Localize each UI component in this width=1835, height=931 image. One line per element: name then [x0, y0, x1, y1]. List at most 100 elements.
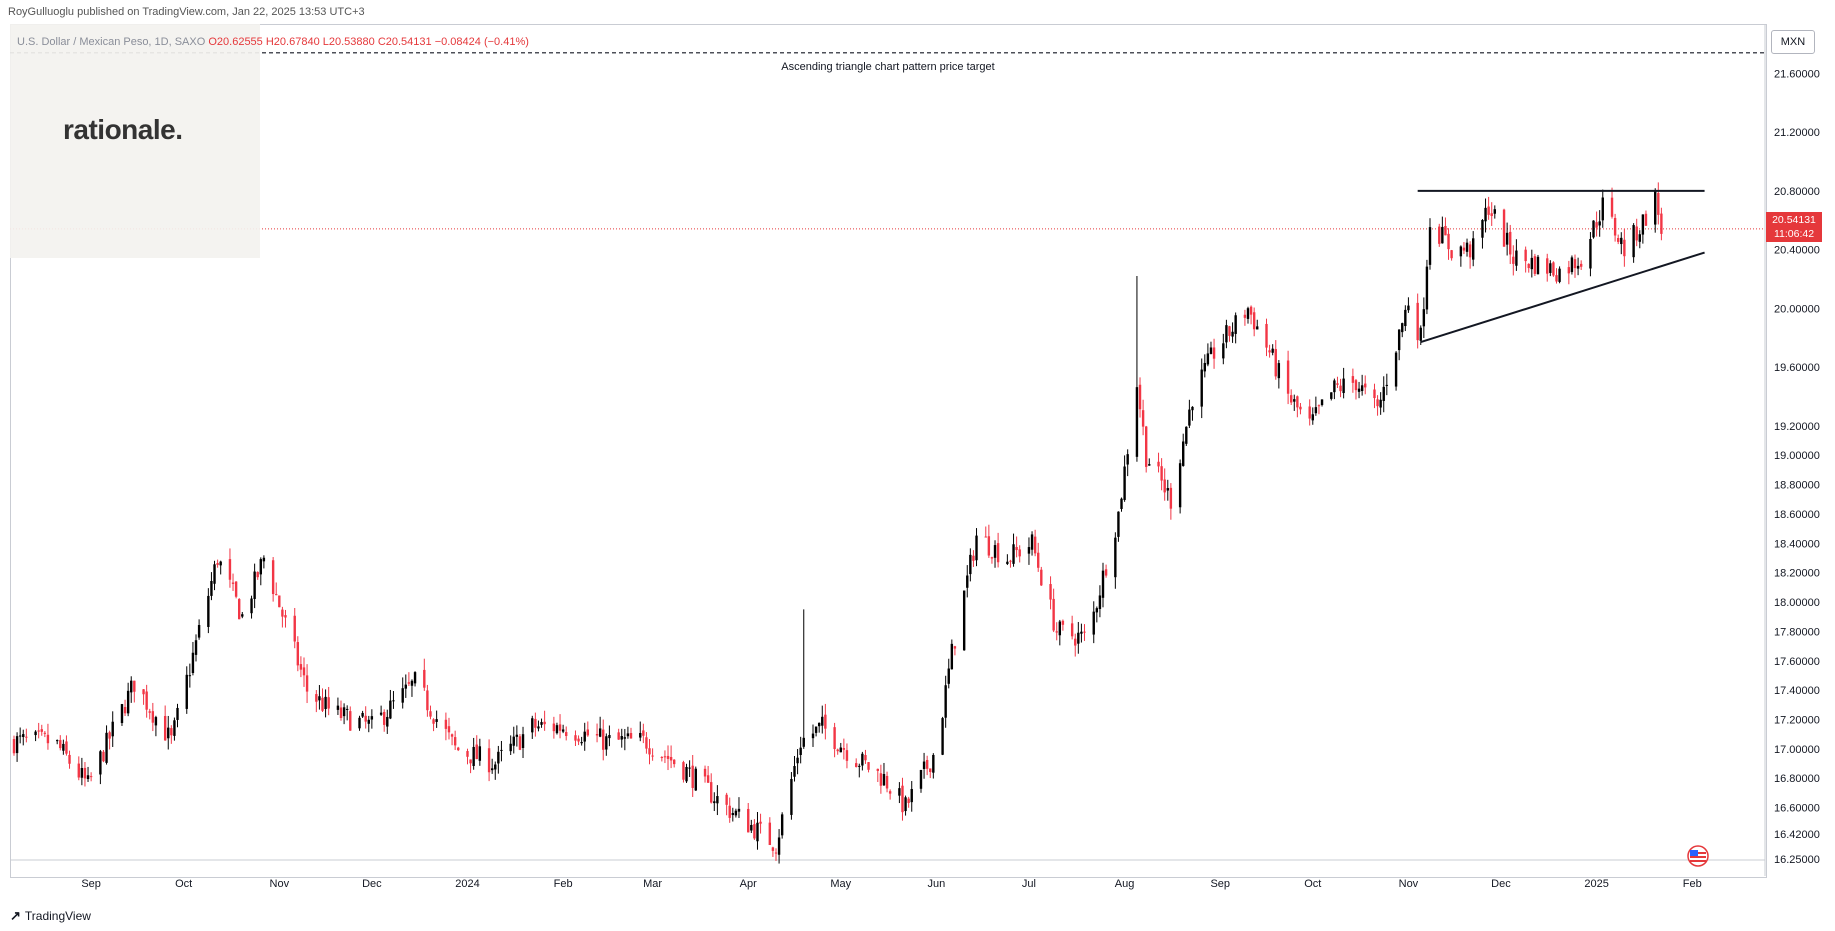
price-tick-label: 17.00000	[1774, 744, 1820, 756]
candle	[922, 752, 926, 779]
candle	[1638, 230, 1641, 249]
candle	[1428, 218, 1432, 270]
candle-body	[1644, 213, 1648, 226]
flag-icon[interactable]	[1686, 845, 1712, 867]
currency-button[interactable]: MXN	[1771, 30, 1815, 54]
candle-body	[1296, 396, 1299, 408]
candle-body	[1592, 220, 1595, 238]
candle	[12, 735, 16, 756]
candle-body	[450, 734, 454, 737]
candle	[133, 680, 136, 703]
candle	[342, 703, 346, 725]
candle-body	[1203, 362, 1207, 372]
candle	[194, 634, 198, 662]
candle-body	[1144, 426, 1148, 467]
candle	[40, 724, 43, 736]
candle	[472, 737, 475, 770]
candle	[1274, 340, 1277, 380]
candle	[228, 548, 232, 588]
candle	[185, 666, 188, 714]
candle-body	[238, 599, 241, 620]
candle-body	[941, 718, 944, 755]
candle-body	[990, 557, 994, 559]
candle-body	[299, 664, 303, 670]
candle	[253, 563, 256, 609]
candle-body	[534, 718, 537, 728]
candle	[1502, 208, 1506, 247]
candle-body	[768, 822, 772, 846]
candle-body	[663, 756, 667, 758]
candle	[925, 755, 929, 776]
candle	[901, 777, 904, 821]
candle	[953, 645, 957, 656]
candle	[793, 756, 796, 782]
candle	[1185, 426, 1188, 446]
candle	[1339, 378, 1342, 398]
candle	[219, 560, 222, 575]
candle-body	[759, 821, 762, 824]
candle-body	[1441, 226, 1444, 244]
candle-body	[694, 768, 697, 791]
support-trendline[interactable]	[1420, 251, 1705, 344]
candle-body	[364, 715, 367, 722]
time-tick-label: Feb	[554, 878, 573, 890]
candle-body	[1524, 249, 1527, 262]
candle-body	[435, 719, 438, 722]
price-tick-label: 18.80000	[1774, 480, 1820, 492]
candle-body	[713, 801, 716, 804]
candle	[1484, 198, 1487, 233]
candle-body	[167, 727, 170, 739]
candle	[972, 550, 975, 567]
candle	[1595, 211, 1598, 237]
candle-body	[219, 561, 222, 566]
candle-body	[89, 776, 93, 778]
candle-body	[1293, 399, 1296, 402]
candle-body	[953, 646, 957, 649]
candle-body	[469, 759, 472, 764]
candle	[1598, 210, 1601, 237]
candle-body	[1231, 331, 1234, 337]
candle	[55, 739, 59, 745]
candle	[907, 796, 910, 808]
candle	[404, 674, 407, 698]
candle-body	[969, 554, 972, 575]
candle	[1055, 622, 1058, 641]
candle-body	[1546, 258, 1549, 274]
candle-body	[1660, 213, 1663, 234]
price-tick-label: 16.60000	[1774, 803, 1820, 815]
candle	[932, 753, 935, 779]
candle	[660, 756, 664, 762]
symbol-info-bar[interactable]: U.S. Dollar / Mexican Peso, 1D, SAXO O20…	[17, 36, 529, 48]
candle-body	[796, 757, 799, 764]
candle	[629, 727, 633, 739]
candle	[929, 768, 932, 779]
candle-body	[1502, 209, 1506, 247]
tradingview-footer[interactable]: ↗ TradingView	[10, 908, 91, 924]
candle-body	[216, 562, 219, 565]
candle	[1191, 406, 1194, 421]
ohlc-open: O20.62555	[208, 36, 263, 48]
candle	[608, 725, 611, 747]
candle-body	[1286, 360, 1290, 394]
candle	[1527, 263, 1530, 273]
candle-body	[457, 747, 460, 751]
candle-body	[1120, 498, 1123, 509]
candle	[250, 595, 253, 619]
candle	[105, 725, 108, 765]
candle	[256, 571, 259, 580]
candle	[1296, 395, 1299, 418]
candle	[68, 750, 71, 769]
candle-body	[185, 674, 188, 709]
candle	[1009, 559, 1012, 568]
candle-body	[426, 690, 429, 711]
candle-body	[811, 733, 815, 739]
candle	[37, 722, 40, 739]
time-tick-label: Aug	[1115, 878, 1135, 890]
candle	[1077, 621, 1080, 654]
candle	[1231, 322, 1234, 343]
rationale-logo: rationale.	[63, 114, 183, 145]
candle	[672, 759, 676, 768]
candle-body	[46, 734, 50, 744]
candle-body	[1243, 314, 1247, 318]
